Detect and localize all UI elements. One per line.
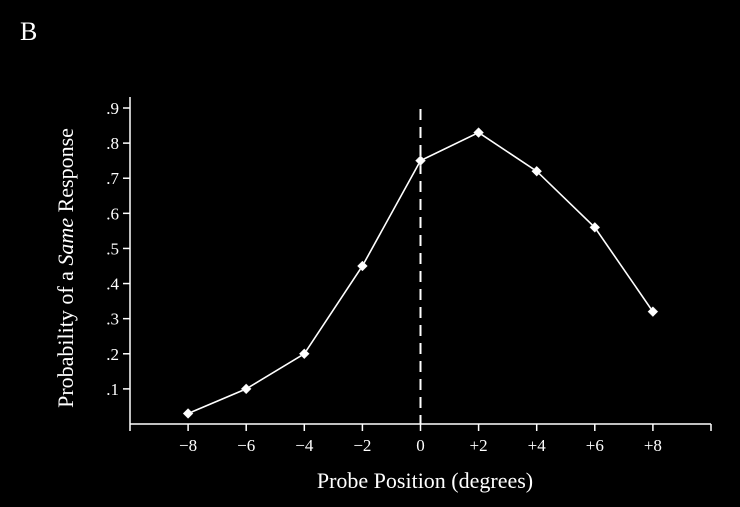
data-point-marker (531, 165, 543, 177)
data-point-marker (357, 260, 368, 272)
y-tick-label: .2 (106, 345, 119, 364)
data-point-marker (473, 127, 484, 138)
x-tick-label: +2 (470, 436, 488, 455)
series-group (182, 127, 659, 419)
data-point-marker (647, 306, 659, 317)
x-tick-label: −2 (353, 436, 371, 455)
y-tick-label: .5 (106, 239, 119, 258)
y-tick-label: .9 (106, 99, 119, 118)
y-axis-label-part-3: Response (53, 128, 78, 218)
y-tick-label: .7 (106, 169, 119, 188)
y-axis-label-part-2: Same (53, 218, 78, 266)
x-tick-label: +4 (528, 436, 547, 455)
panel-label: B (20, 17, 37, 46)
data-point-marker (240, 383, 252, 395)
x-axis-label: Probe Position (degrees) (317, 468, 533, 493)
y-ticks: .1 .2 .3 .4 .5 .6 .7 .8 .9 (106, 99, 130, 399)
data-point-marker (589, 222, 601, 233)
data-point-marker (298, 348, 310, 360)
x-tick-label: +8 (644, 436, 662, 455)
x-tick-label: −6 (237, 436, 255, 455)
y-tick-label: .8 (106, 134, 119, 153)
y-axis-label-part-1: Probability of a (53, 266, 78, 408)
y-tick-label: .3 (106, 310, 119, 329)
y-axis-label: Probability of a Same Response (53, 128, 78, 408)
x-tick-label: −4 (295, 436, 314, 455)
data-point-marker (182, 408, 194, 419)
y-tick-label: .1 (106, 380, 119, 399)
x-tick-label: −8 (179, 436, 197, 455)
x-tick-label: 0 (416, 436, 425, 455)
y-tick-label: .6 (106, 204, 119, 223)
data-point-marker (415, 155, 426, 167)
y-tick-label: .4 (106, 275, 119, 294)
x-ticks: −8 −6 −4 −2 0 +2 +4 +6 +8 (129, 424, 712, 455)
x-tick-label: +6 (586, 436, 604, 455)
